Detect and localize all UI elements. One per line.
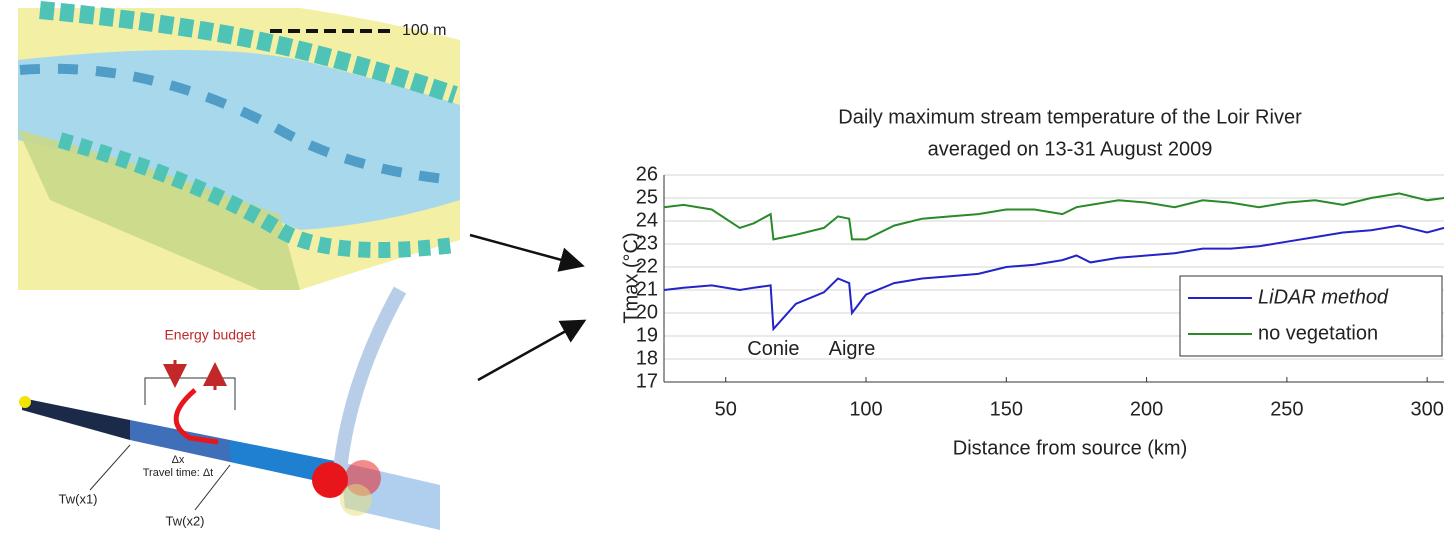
y-tick-label: 26 bbox=[636, 163, 658, 185]
travel-label: Travel time: Δt bbox=[143, 467, 214, 479]
y-tick-label: 21 bbox=[636, 278, 658, 300]
annotation: Conie bbox=[747, 338, 799, 360]
energy-label: Energy budget bbox=[164, 327, 255, 343]
dx-label: Δx bbox=[172, 454, 185, 466]
x-tick-label: 150 bbox=[990, 398, 1023, 420]
scale-label: 100 m bbox=[402, 22, 446, 39]
x-tick-label: 250 bbox=[1270, 398, 1303, 420]
y-tick-label: 20 bbox=[636, 301, 658, 323]
annotation: Aigre bbox=[829, 338, 876, 360]
y-tick-label: 22 bbox=[636, 255, 658, 277]
y-tick-label: 25 bbox=[636, 186, 658, 208]
data-line bbox=[663, 192, 1445, 241]
legend-label: LiDAR method bbox=[1258, 286, 1389, 308]
arrow bbox=[469, 233, 585, 272]
y-tick-label: 24 bbox=[636, 209, 658, 231]
x-tick-label: 100 bbox=[849, 398, 882, 420]
y-tick-label: 18 bbox=[636, 347, 658, 369]
lidar-map: 100 m bbox=[18, 1, 460, 290]
legend-label: no vegetation bbox=[1258, 322, 1378, 344]
legend-box bbox=[1179, 275, 1443, 357]
x-tick-label: 200 bbox=[1130, 398, 1163, 420]
x-tick-label: 300 bbox=[1410, 398, 1443, 420]
arrow bbox=[477, 319, 587, 382]
chart-title: averaged on 13-31 August 2009 bbox=[928, 138, 1213, 160]
y-axis-label: Tmax (°C) bbox=[620, 232, 642, 323]
upstream-label: Tw(x1) bbox=[59, 491, 98, 506]
chart-title: Daily maximum stream temperature of the … bbox=[838, 106, 1302, 128]
data-line bbox=[663, 224, 1445, 332]
stream-model: Energy budget Δx Travel time: Δt Tw(x1) … bbox=[19, 286, 440, 530]
y-tick-label: 17 bbox=[636, 370, 658, 392]
x-tick-label: 50 bbox=[715, 398, 737, 420]
downstream-label: Tw(x2) bbox=[166, 513, 205, 528]
x-axis-label: Distance from source (km) bbox=[953, 437, 1188, 459]
y-tick-label: 19 bbox=[636, 324, 658, 346]
y-tick-label: 23 bbox=[636, 232, 658, 254]
